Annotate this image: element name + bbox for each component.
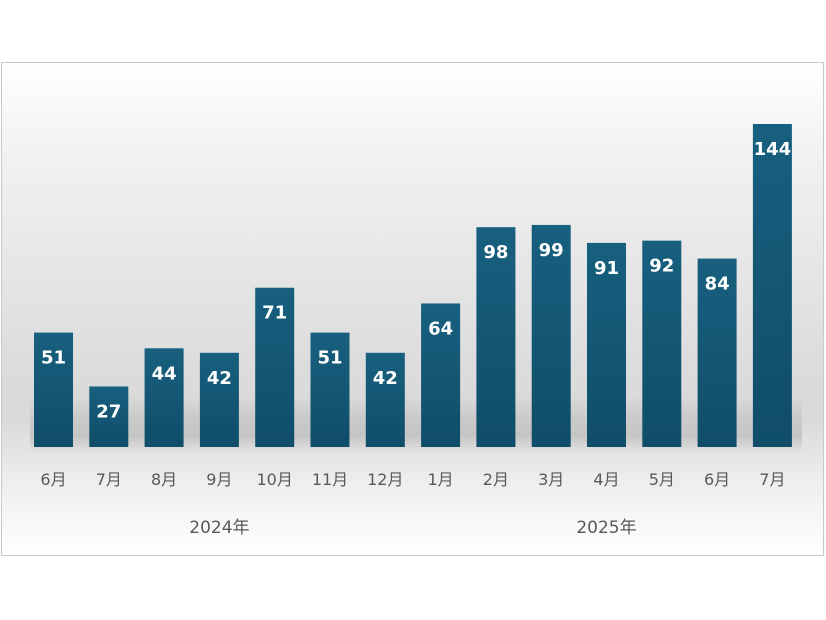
x-tick-label-9: 3月 [538,470,564,489]
x-tick-label-8: 2月 [483,470,509,489]
value-labels-layer: 51 27 44 42 71 51 42 64 98 99 91 92 84 144 [41,139,791,422]
bar-11 [642,240,682,447]
bar-7 [421,303,461,447]
x-group-label-0: 2024年 [189,518,249,538]
x-axis-group-labels: 2024年 2025年 [189,518,636,538]
data-label-13: 144 [754,139,792,160]
bar-5 [310,332,350,447]
x-tick-label-0: 6月 [40,470,66,489]
x-group-label-1: 2025年 [576,518,636,538]
data-label-0: 51 [41,348,66,369]
x-tick-label-12: 6月 [704,470,730,489]
x-tick-label-10: 4月 [593,470,619,489]
bar-2 [144,348,184,447]
x-tick-label-13: 7月 [759,470,785,489]
bar-10 [587,242,626,447]
data-label-8: 98 [483,242,508,263]
data-label-12: 84 [705,274,730,295]
bar-1 [89,386,129,447]
x-tick-label-5: 11月 [312,470,348,489]
bar-13 [752,124,792,447]
bar-3 [199,352,239,447]
x-tick-label-7: 1月 [428,470,454,489]
data-label-3: 42 [207,368,232,389]
bar-6 [365,352,405,447]
data-label-7: 64 [428,318,453,339]
data-label-1: 27 [96,401,121,422]
data-label-5: 51 [317,348,342,369]
bars-layer [34,124,792,447]
data-label-9: 99 [539,240,564,261]
x-tick-label-6: 12月 [367,470,403,489]
x-tick-label-11: 5月 [649,470,675,489]
bar-8 [476,227,516,447]
data-label-10: 91 [594,258,619,279]
bar-4 [255,287,295,447]
data-label-11: 92 [649,256,674,277]
data-label-6: 42 [373,368,398,389]
bar-9 [531,224,571,447]
x-tick-label-2: 8月 [151,470,177,489]
x-tick-label-1: 7月 [96,470,122,489]
data-label-4: 71 [262,303,287,324]
data-label-2: 44 [152,363,177,384]
x-axis-tick-labels: 6月 7月 8月 9月 10月 11月 12月 1月 2月 3月 4月 5月 6月 7月 [40,470,785,489]
x-tick-label-3: 9月 [206,470,232,489]
bar-0 [34,332,73,447]
chart-area [1,62,824,556]
bar-12 [697,258,737,447]
x-tick-label-4: 10月 [257,470,293,489]
